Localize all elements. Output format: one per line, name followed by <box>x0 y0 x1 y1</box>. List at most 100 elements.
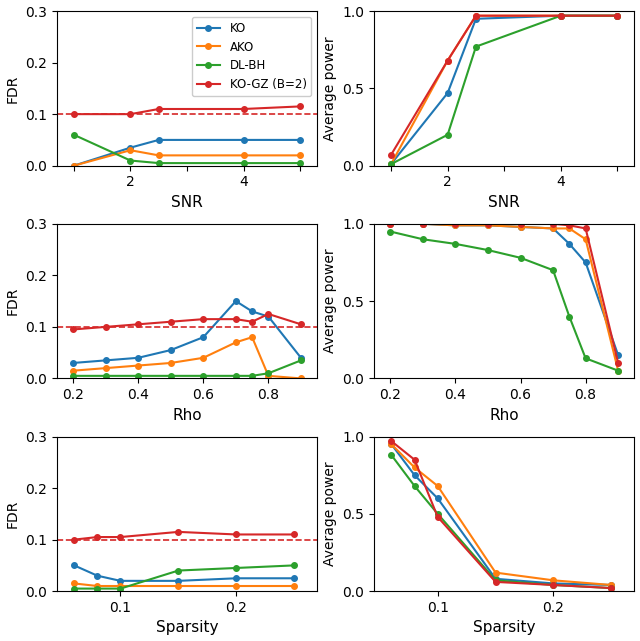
KO <box>175 577 182 585</box>
AKO <box>134 362 142 369</box>
KO <box>290 574 298 582</box>
DL-BH <box>70 131 77 138</box>
Legend: KO, AKO, DL-BH, KO-GZ (B=2): KO, AKO, DL-BH, KO-GZ (B=2) <box>192 17 311 96</box>
DL-BH <box>232 372 240 379</box>
AKO <box>296 151 304 159</box>
Line: KO-GZ (B=2): KO-GZ (B=2) <box>70 312 304 332</box>
KO-GZ (B=2) <box>102 323 109 331</box>
DL-BH <box>102 372 109 379</box>
AKO <box>69 367 77 374</box>
AKO <box>290 582 298 590</box>
AKO <box>175 582 182 590</box>
DL-BH <box>175 567 182 574</box>
DL-BH <box>264 369 272 377</box>
AKO <box>248 333 256 341</box>
X-axis label: SNR: SNR <box>488 195 520 210</box>
KO-GZ (B=2) <box>69 326 77 333</box>
DL-BH <box>297 356 305 364</box>
KO-GZ (B=2) <box>248 318 256 326</box>
AKO <box>155 151 163 159</box>
KO <box>240 136 248 144</box>
KO <box>155 136 163 144</box>
Line: KO-GZ (B=2): KO-GZ (B=2) <box>71 104 303 117</box>
DL-BH <box>200 372 207 379</box>
KO-GZ (B=2) <box>232 315 240 323</box>
DL-BH <box>232 564 240 572</box>
KO <box>93 572 101 579</box>
KO-GZ (B=2) <box>155 105 163 113</box>
Line: KO-GZ (B=2): KO-GZ (B=2) <box>72 529 297 542</box>
Line: AKO: AKO <box>70 335 304 381</box>
KO <box>297 354 305 362</box>
KO-GZ (B=2) <box>297 320 305 328</box>
KO <box>116 577 124 585</box>
AKO <box>167 359 175 367</box>
AKO <box>200 354 207 362</box>
KO-GZ (B=2) <box>200 315 207 323</box>
KO-GZ (B=2) <box>296 103 304 110</box>
KO-GZ (B=2) <box>70 536 78 544</box>
AKO <box>232 338 240 346</box>
AKO <box>297 374 305 382</box>
KO <box>134 354 142 362</box>
Line: AKO: AKO <box>71 147 303 169</box>
KO <box>167 346 175 354</box>
Line: DL-BH: DL-BH <box>70 358 304 379</box>
Line: DL-BH: DL-BH <box>71 132 303 166</box>
Line: KO: KO <box>70 298 304 366</box>
KO <box>296 136 304 144</box>
Y-axis label: Average power: Average power <box>323 462 337 566</box>
KO <box>232 297 240 305</box>
KO <box>127 144 134 151</box>
Line: KO: KO <box>71 137 303 169</box>
X-axis label: Rho: Rho <box>172 408 202 422</box>
KO-GZ (B=2) <box>116 533 124 541</box>
DL-BH <box>69 372 77 379</box>
AKO <box>232 582 240 590</box>
Line: AKO: AKO <box>72 581 297 589</box>
DL-BH <box>116 585 124 592</box>
DL-BH <box>296 159 304 167</box>
Y-axis label: Average power: Average power <box>323 249 337 353</box>
DL-BH <box>93 585 101 592</box>
KO <box>200 333 207 341</box>
KO <box>232 574 240 582</box>
KO-GZ (B=2) <box>175 528 182 536</box>
DL-BH <box>290 562 298 569</box>
KO <box>70 562 78 569</box>
KO-GZ (B=2) <box>167 318 175 326</box>
X-axis label: Sparsity: Sparsity <box>473 620 536 635</box>
KO-GZ (B=2) <box>240 105 248 113</box>
DL-BH <box>167 372 175 379</box>
KO-GZ (B=2) <box>232 531 240 538</box>
Line: KO: KO <box>72 563 297 584</box>
KO <box>102 356 109 364</box>
Y-axis label: FDR: FDR <box>6 287 20 315</box>
X-axis label: Sparsity: Sparsity <box>156 620 218 635</box>
DL-BH <box>240 159 248 167</box>
KO <box>70 162 77 169</box>
Y-axis label: FDR: FDR <box>6 500 20 528</box>
DL-BH <box>155 159 163 167</box>
KO-GZ (B=2) <box>93 533 101 541</box>
Y-axis label: Average power: Average power <box>323 36 337 140</box>
AKO <box>116 582 124 590</box>
KO <box>264 313 272 320</box>
AKO <box>70 579 78 587</box>
AKO <box>102 364 109 372</box>
DL-BH <box>248 372 256 379</box>
KO-GZ (B=2) <box>134 320 142 328</box>
AKO <box>127 146 134 154</box>
Y-axis label: FDR: FDR <box>6 74 20 103</box>
KO <box>69 359 77 367</box>
KO-GZ (B=2) <box>290 531 298 538</box>
DL-BH <box>70 585 78 592</box>
Line: DL-BH: DL-BH <box>72 563 297 592</box>
KO-GZ (B=2) <box>70 110 77 118</box>
KO-GZ (B=2) <box>127 110 134 118</box>
AKO <box>93 582 101 590</box>
DL-BH <box>134 372 142 379</box>
AKO <box>240 151 248 159</box>
AKO <box>70 162 77 169</box>
KO-GZ (B=2) <box>264 310 272 318</box>
